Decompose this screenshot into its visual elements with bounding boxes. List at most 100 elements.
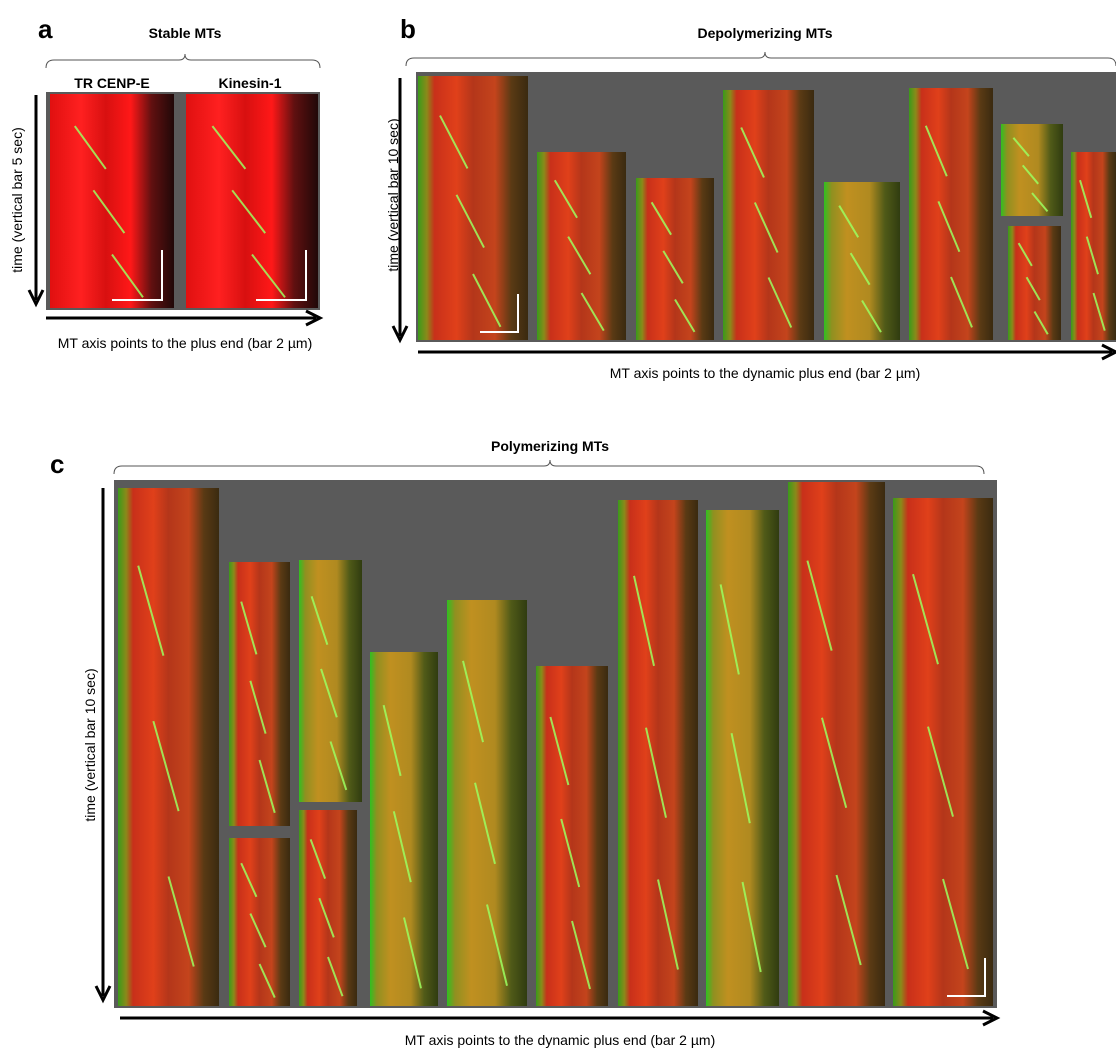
kymograph-track [240, 862, 258, 898]
kymograph-track [806, 560, 833, 651]
kymograph-track [1033, 310, 1049, 335]
kymograph-track [152, 720, 180, 812]
kymograph [723, 90, 814, 340]
kymograph-track [719, 584, 740, 675]
kymograph-track [645, 727, 667, 818]
kymograph-track [403, 917, 422, 989]
scale-bar [256, 250, 307, 301]
kymograph-track [486, 904, 508, 986]
kymograph-track [650, 201, 672, 236]
kymograph [370, 652, 438, 1006]
scale-bar [480, 294, 519, 333]
time-arrow [27, 95, 45, 308]
kymograph-track [258, 759, 276, 814]
kymograph [536, 666, 608, 1006]
kymograph-track [1031, 192, 1049, 213]
x-axis-label: MT axis points to the plus end (bar 2 µm… [58, 335, 312, 351]
kymograph [618, 500, 698, 1006]
kymograph-track [767, 277, 793, 328]
kymograph-track [1092, 292, 1106, 331]
bracket [45, 53, 321, 69]
y-axis-label: time (vertical bar 10 sec) [385, 118, 401, 271]
kymograph [50, 94, 174, 308]
kymograph [186, 94, 318, 308]
kymograph-track [849, 252, 871, 286]
kymograph-track [1025, 276, 1041, 301]
kymograph-track [249, 913, 267, 948]
kymograph-track [211, 125, 247, 170]
time-arrow [94, 488, 112, 1004]
y-axis-label: time (vertical bar 10 sec) [82, 668, 98, 821]
kymograph-track [392, 811, 412, 883]
kymograph-track [927, 726, 954, 817]
kymograph-track [309, 839, 327, 879]
kymograph-track [240, 601, 258, 655]
bracket [113, 459, 985, 475]
x-axis-label: MT axis points to the dynamic plus end (… [610, 365, 921, 381]
column-label: Kinesin-1 [218, 75, 281, 91]
scale-bar [112, 250, 163, 301]
kymograph-track [111, 253, 144, 298]
kymograph-track [674, 298, 696, 333]
kymograph-track [1017, 242, 1033, 267]
panel-letter: b [400, 14, 416, 44]
kymograph [1001, 124, 1063, 216]
kymograph [1071, 152, 1116, 340]
kymograph-track [329, 741, 348, 791]
kymograph [229, 562, 290, 826]
kymograph-track [318, 897, 335, 938]
kymograph-track [320, 668, 338, 718]
kymograph [893, 498, 993, 1006]
kymograph-track [571, 920, 591, 990]
kymograph-track [838, 205, 860, 238]
panel-letter: c [50, 449, 64, 479]
kymograph-track [835, 874, 862, 966]
kymograph-track [1012, 137, 1030, 157]
kymograph-track [657, 879, 679, 970]
kymograph-track [310, 595, 329, 646]
kymograph-track [1079, 179, 1093, 219]
kymograph-track [950, 276, 973, 328]
kymograph-track [1085, 236, 1099, 275]
kymograph [118, 488, 219, 1006]
column-label: TR CENP-E [74, 75, 149, 91]
kymograph-track [942, 878, 969, 970]
kymograph-track [549, 716, 570, 786]
kymograph-track [231, 189, 266, 234]
kymograph-track [662, 250, 684, 284]
kymograph-track [462, 660, 484, 743]
kymograph [418, 76, 528, 340]
kymograph-track [249, 680, 267, 734]
kymograph [706, 510, 779, 1006]
kymograph-track [740, 127, 765, 178]
kymograph [788, 482, 885, 1006]
bracket [405, 51, 1116, 67]
kymograph [824, 182, 900, 340]
kymograph-track [327, 956, 344, 997]
kymograph-track [912, 573, 939, 665]
x-axis-label: MT axis points to the dynamic plus end (… [405, 1032, 716, 1048]
kymograph-track [553, 179, 578, 219]
kymograph-track [820, 717, 848, 809]
axis-arrow [46, 309, 324, 327]
kymograph [909, 88, 993, 340]
kymograph-track [251, 253, 286, 298]
kymograph-track [472, 273, 502, 328]
kymograph-track [474, 782, 496, 865]
time-arrow [391, 78, 409, 344]
kymograph-track [92, 189, 126, 234]
kymograph-track [753, 202, 779, 253]
panel-title: Stable MTs [149, 25, 222, 41]
kymograph [299, 560, 362, 802]
kymograph [447, 600, 527, 1006]
kymograph-track [937, 201, 961, 253]
kymograph [229, 838, 290, 1006]
kymograph-track [137, 565, 165, 656]
kymograph [1008, 226, 1061, 340]
kymograph-track [560, 818, 581, 888]
axis-arrow [120, 1009, 1001, 1027]
axis-arrow [418, 343, 1116, 361]
kymograph-track [439, 115, 469, 169]
kymograph-track [633, 575, 655, 667]
kymograph-track [580, 292, 605, 332]
